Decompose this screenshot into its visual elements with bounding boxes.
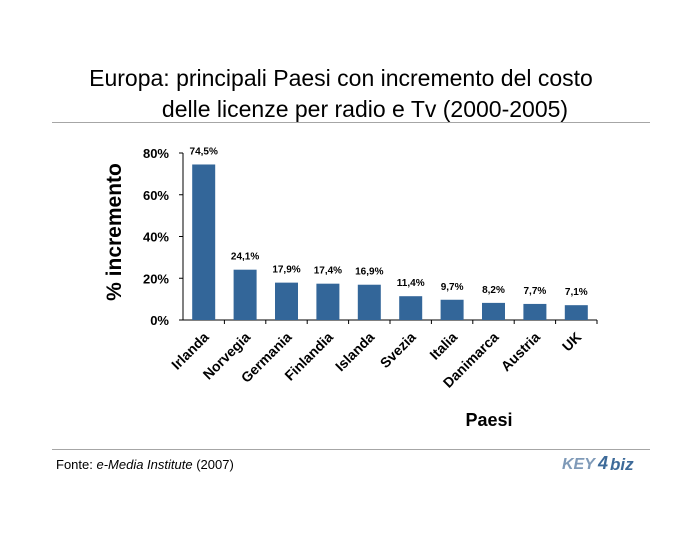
y-tick-label: 20% bbox=[143, 271, 169, 286]
y-axis-label: % incremento bbox=[103, 163, 126, 301]
y-tick-label: 80% bbox=[143, 146, 169, 161]
logo-text-right: biz bbox=[610, 455, 634, 474]
x-axis-label: Paesi bbox=[465, 410, 512, 430]
bar bbox=[523, 303, 547, 320]
bar bbox=[233, 269, 257, 320]
y-tick-label: 0% bbox=[150, 313, 169, 328]
bar bbox=[357, 284, 381, 320]
y-tick-label: 60% bbox=[143, 188, 169, 203]
x-tick-label: Italia bbox=[426, 329, 460, 363]
data-label: 11,4% bbox=[397, 278, 425, 289]
logo-text-mark: 4 bbox=[597, 453, 608, 473]
data-labels: 74,5% 24,1% 17,9% 17,4% 16,9% 11,4% 9,7% 8,2% 7,… bbox=[190, 146, 588, 298]
data-label: 17,4% bbox=[314, 266, 342, 277]
chart-title: Europa: principali Paesi con incremento … bbox=[0, 63, 700, 125]
source-name: e-Media Institute bbox=[96, 457, 193, 472]
bar bbox=[192, 164, 216, 320]
data-label: 7,7% bbox=[524, 286, 547, 297]
x-tick-label: Svezia bbox=[377, 329, 419, 371]
y-tick-label: 40% bbox=[143, 230, 169, 245]
data-label: 7,1% bbox=[565, 287, 588, 298]
x-tick-label: Islanda bbox=[332, 329, 378, 375]
data-label: 8,2% bbox=[482, 285, 505, 296]
title-divider bbox=[52, 122, 650, 123]
data-label: 9,7% bbox=[441, 282, 464, 293]
key4biz-logo: KEY 4 biz bbox=[562, 453, 634, 474]
data-label: 17,9% bbox=[272, 265, 300, 276]
chart-title-line-2: delle licenze per radio e Tv (2000-2005) bbox=[161, 96, 569, 122]
source-prefix: Fonte: bbox=[56, 457, 97, 472]
bars bbox=[192, 164, 588, 320]
bar bbox=[316, 283, 340, 320]
source-suffix: (2007) bbox=[192, 457, 234, 472]
x-tick-label: UK bbox=[559, 329, 585, 355]
x-tick-label: Austria bbox=[498, 329, 544, 375]
logo-text-left: KEY bbox=[562, 456, 596, 473]
data-label: 24,1% bbox=[231, 252, 259, 263]
footer-divider bbox=[52, 449, 650, 450]
bar-chart: 0% 20% 40% 60% 80% 74,5% 24,1% 17,9% 17,4% 16,9%… bbox=[103, 146, 598, 430]
source-note: Fonte: e-Media Institute (2007) bbox=[56, 457, 234, 472]
bar bbox=[275, 282, 298, 320]
bar bbox=[399, 296, 423, 320]
bar bbox=[482, 302, 505, 320]
data-label: 74,5% bbox=[190, 146, 218, 157]
chart-title-line-1: Europa: principali Paesi con incremento … bbox=[89, 65, 593, 91]
bar bbox=[440, 299, 464, 320]
bar bbox=[564, 305, 588, 320]
y-axis: 0% 20% 40% 60% 80% bbox=[143, 146, 597, 328]
data-label: 16,9% bbox=[355, 267, 383, 278]
